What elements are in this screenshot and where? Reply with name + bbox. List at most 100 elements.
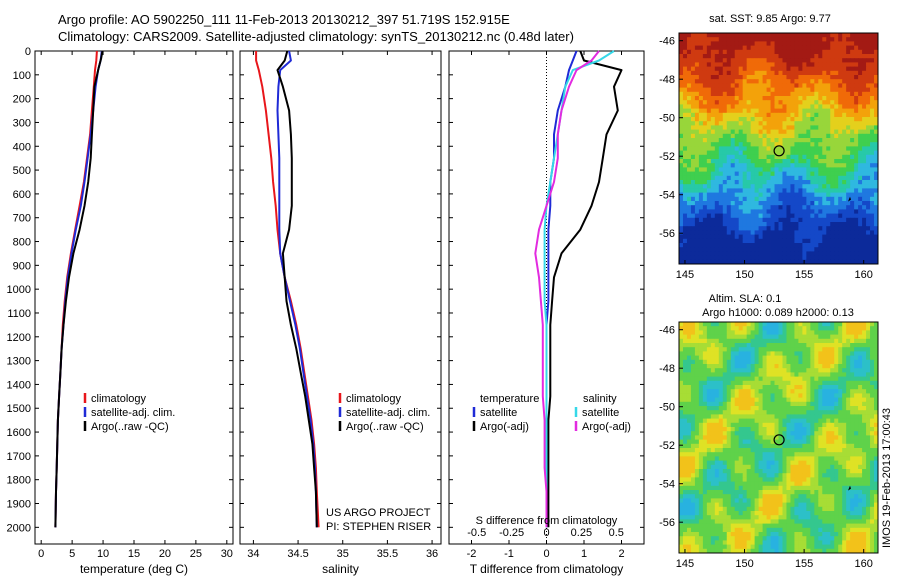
heatmap-cell bbox=[862, 222, 867, 227]
heatmap-cell bbox=[770, 334, 775, 340]
heatmap-cell bbox=[770, 100, 775, 105]
heatmap-cell bbox=[738, 45, 744, 51]
heatmap-cell bbox=[854, 431, 859, 436]
heatmap-cell bbox=[758, 234, 763, 240]
heatmap-cell bbox=[742, 96, 748, 101]
heatmap-cell bbox=[726, 66, 732, 72]
heatmap-cell bbox=[838, 37, 843, 42]
heatmap-cell bbox=[866, 473, 871, 478]
heatmap-cell bbox=[834, 180, 839, 185]
heatmap-cell bbox=[854, 138, 859, 143]
heatmap-cell bbox=[790, 435, 795, 440]
heatmap-cell bbox=[786, 443, 791, 449]
heatmap-cell bbox=[758, 439, 763, 445]
heatmap-cell bbox=[698, 142, 704, 147]
heatmap-cell bbox=[822, 330, 827, 335]
heatmap-cell bbox=[690, 393, 696, 398]
heatmap-cell bbox=[846, 70, 851, 76]
heatmap-cell bbox=[726, 58, 732, 63]
heatmap-cell bbox=[850, 456, 855, 461]
heatmap-cell bbox=[850, 401, 855, 407]
heatmap-cell bbox=[726, 201, 732, 206]
heatmap-cell bbox=[870, 464, 875, 470]
heatmap-cell bbox=[806, 414, 811, 419]
heatmap-cell bbox=[778, 364, 783, 369]
heatmap-cell bbox=[706, 452, 712, 457]
heatmap-cell bbox=[786, 133, 791, 139]
heatmap-cell bbox=[754, 330, 759, 335]
heatmap-cell bbox=[726, 205, 732, 210]
heatmap-cell bbox=[858, 108, 863, 114]
heatmap-cell bbox=[722, 418, 728, 424]
heatmap-cell bbox=[874, 414, 879, 419]
heatmap-cell bbox=[810, 364, 815, 369]
heatmap-cell bbox=[746, 167, 752, 172]
heatmap-cell bbox=[706, 359, 712, 365]
heatmap-cell bbox=[774, 431, 779, 436]
heatmap-cell bbox=[690, 359, 696, 365]
heatmap-cell bbox=[726, 410, 732, 415]
heatmap-cell bbox=[734, 443, 740, 449]
heatmap-cell bbox=[698, 230, 704, 235]
heatmap-cell bbox=[798, 359, 803, 365]
heatmap-cell bbox=[810, 154, 815, 160]
heatmap-cell bbox=[790, 54, 795, 59]
heatmap-cell bbox=[718, 385, 724, 390]
heatmap-cell bbox=[742, 154, 748, 160]
heatmap-cell bbox=[782, 171, 787, 177]
heatmap-cell bbox=[814, 167, 819, 172]
heatmap-cell bbox=[858, 146, 863, 151]
heatmap-cell bbox=[814, 146, 819, 151]
heatmap-cell bbox=[822, 259, 827, 265]
heatmap-cell bbox=[786, 142, 791, 147]
s-tick-label: -0.5 bbox=[467, 527, 486, 539]
heatmap-cell bbox=[734, 410, 740, 415]
heatmap-cell bbox=[679, 129, 684, 135]
heatmap-cell bbox=[802, 389, 807, 394]
heatmap-cell bbox=[818, 100, 823, 105]
heatmap-cell bbox=[722, 138, 728, 143]
heatmap-cell bbox=[766, 372, 771, 377]
heatmap-cell bbox=[682, 209, 688, 214]
heatmap-cell bbox=[838, 125, 843, 130]
heatmap-cell bbox=[822, 180, 827, 185]
heatmap-cell bbox=[774, 464, 779, 470]
heatmap-cell bbox=[742, 247, 748, 252]
heatmap-cell bbox=[858, 234, 863, 240]
heatmap-cell bbox=[782, 469, 787, 474]
heatmap-cell bbox=[814, 138, 819, 143]
heatmap-cell bbox=[802, 205, 807, 210]
heatmap-cell bbox=[842, 359, 847, 365]
heatmap-cell bbox=[742, 414, 748, 419]
heatmap-cell bbox=[718, 196, 724, 202]
heatmap-cell bbox=[742, 439, 748, 445]
heatmap-cell bbox=[854, 427, 859, 432]
heatmap-cell bbox=[738, 469, 744, 474]
heatmap-cell bbox=[762, 58, 767, 63]
heatmap-cell bbox=[754, 180, 759, 185]
heatmap-cell bbox=[738, 87, 744, 93]
heatmap-cell bbox=[794, 259, 799, 265]
heatmap-cell bbox=[750, 359, 756, 365]
heatmap-cell bbox=[710, 49, 716, 55]
heatmap-cell bbox=[714, 485, 720, 491]
heatmap-cell bbox=[802, 108, 807, 114]
heatmap-cell bbox=[846, 355, 851, 361]
heatmap-cell bbox=[822, 431, 827, 436]
heatmap-cell bbox=[854, 180, 859, 185]
heatmap-cell bbox=[766, 368, 771, 373]
heatmap-cell bbox=[679, 79, 684, 84]
heatmap-cell bbox=[774, 222, 779, 227]
legend-entry: satellite-adj. clim. bbox=[346, 407, 430, 419]
heatmap-cell bbox=[742, 163, 748, 168]
heatmap-cell bbox=[750, 66, 756, 72]
heatmap-cell bbox=[850, 238, 855, 244]
heatmap-cell bbox=[834, 326, 839, 331]
heatmap-cell bbox=[850, 422, 855, 428]
heatmap-cell bbox=[794, 338, 799, 344]
heatmap-cell bbox=[714, 154, 720, 160]
heatmap-cell bbox=[738, 167, 744, 172]
heatmap-cell bbox=[874, 154, 879, 160]
heatmap-cell bbox=[714, 192, 720, 198]
heatmap-cell bbox=[730, 125, 736, 130]
